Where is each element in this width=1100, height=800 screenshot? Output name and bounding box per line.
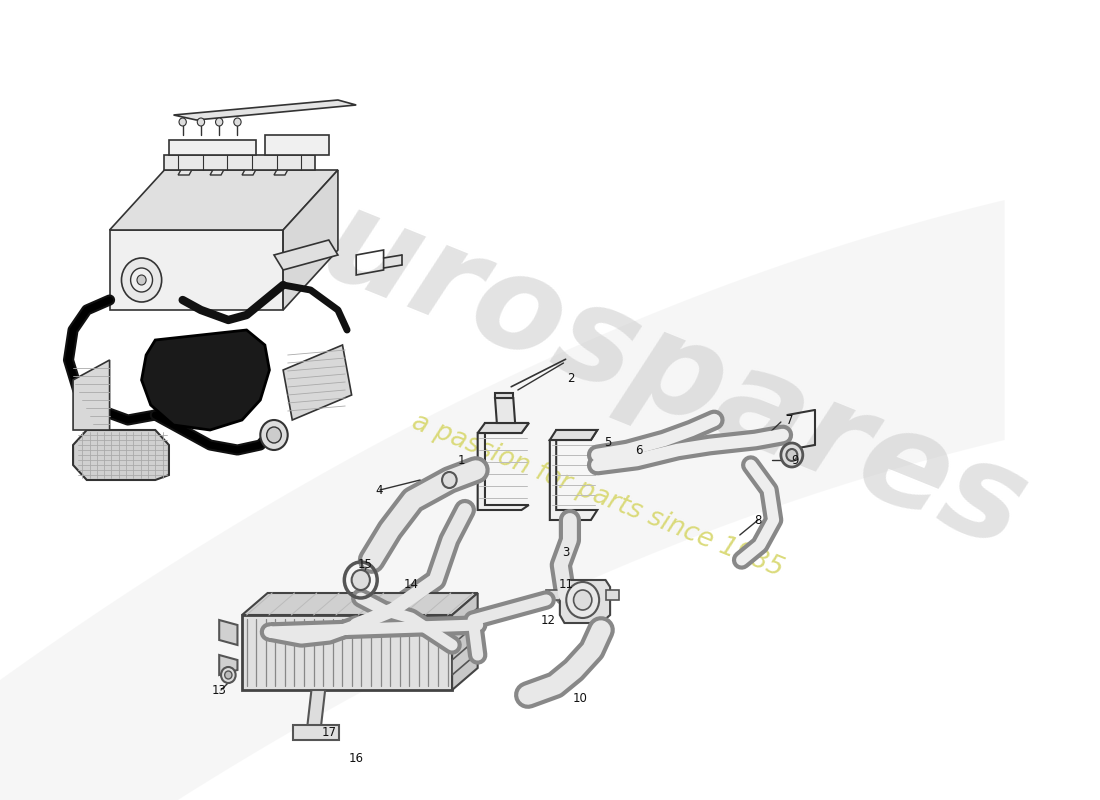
Polygon shape bbox=[73, 430, 169, 480]
Circle shape bbox=[224, 671, 232, 679]
Text: 4: 4 bbox=[375, 483, 383, 497]
Polygon shape bbox=[550, 430, 597, 440]
Polygon shape bbox=[452, 593, 477, 690]
Polygon shape bbox=[477, 423, 529, 510]
Text: 9: 9 bbox=[791, 454, 799, 466]
Circle shape bbox=[121, 258, 162, 302]
Polygon shape bbox=[605, 590, 619, 600]
Text: 15: 15 bbox=[358, 558, 373, 571]
Polygon shape bbox=[274, 165, 290, 175]
Text: 13: 13 bbox=[212, 683, 227, 697]
Circle shape bbox=[261, 420, 288, 450]
Polygon shape bbox=[142, 330, 270, 430]
Polygon shape bbox=[251, 158, 266, 168]
Circle shape bbox=[197, 118, 205, 126]
Circle shape bbox=[216, 118, 223, 126]
Circle shape bbox=[234, 118, 241, 126]
Text: 8: 8 bbox=[755, 514, 761, 526]
Text: eurospares: eurospares bbox=[222, 145, 1044, 575]
Polygon shape bbox=[452, 638, 477, 675]
PathPatch shape bbox=[0, 200, 1004, 800]
Text: 11: 11 bbox=[559, 578, 574, 591]
Circle shape bbox=[442, 472, 456, 488]
Polygon shape bbox=[294, 725, 339, 740]
Text: 3: 3 bbox=[562, 546, 570, 559]
Circle shape bbox=[566, 582, 600, 618]
Polygon shape bbox=[210, 165, 227, 175]
Circle shape bbox=[179, 118, 186, 126]
Polygon shape bbox=[110, 170, 338, 230]
Polygon shape bbox=[219, 655, 238, 675]
Polygon shape bbox=[187, 158, 202, 168]
Polygon shape bbox=[242, 615, 452, 690]
Circle shape bbox=[131, 268, 153, 292]
Text: 17: 17 bbox=[321, 726, 337, 738]
Text: 2: 2 bbox=[568, 371, 574, 385]
Text: 10: 10 bbox=[572, 691, 587, 705]
Polygon shape bbox=[283, 170, 338, 310]
Text: 14: 14 bbox=[404, 578, 418, 591]
Polygon shape bbox=[452, 608, 477, 645]
Text: 6: 6 bbox=[636, 443, 644, 457]
Text: a passion for parts since 1985: a passion for parts since 1985 bbox=[408, 410, 788, 582]
Text: 16: 16 bbox=[349, 751, 364, 765]
Circle shape bbox=[573, 590, 592, 610]
Text: 7: 7 bbox=[786, 414, 794, 426]
Polygon shape bbox=[110, 230, 283, 310]
Text: 1: 1 bbox=[458, 454, 465, 466]
Polygon shape bbox=[560, 580, 610, 623]
Circle shape bbox=[266, 427, 282, 443]
Circle shape bbox=[352, 570, 370, 590]
Polygon shape bbox=[178, 165, 195, 175]
Polygon shape bbox=[477, 423, 529, 433]
Polygon shape bbox=[164, 155, 315, 170]
Circle shape bbox=[786, 449, 798, 461]
Polygon shape bbox=[495, 393, 514, 398]
Polygon shape bbox=[550, 430, 597, 520]
Circle shape bbox=[221, 667, 235, 683]
Polygon shape bbox=[174, 100, 356, 120]
Polygon shape bbox=[219, 158, 234, 168]
Circle shape bbox=[138, 275, 146, 285]
Polygon shape bbox=[274, 240, 338, 270]
Polygon shape bbox=[242, 593, 477, 615]
Polygon shape bbox=[242, 165, 258, 175]
Polygon shape bbox=[265, 135, 329, 155]
Text: 12: 12 bbox=[540, 614, 556, 626]
Polygon shape bbox=[219, 620, 238, 645]
Polygon shape bbox=[283, 345, 352, 420]
Text: 5: 5 bbox=[604, 437, 611, 450]
Polygon shape bbox=[169, 140, 255, 155]
Polygon shape bbox=[547, 590, 560, 600]
Polygon shape bbox=[495, 398, 515, 423]
Circle shape bbox=[781, 443, 803, 467]
Polygon shape bbox=[283, 158, 299, 168]
Polygon shape bbox=[73, 360, 110, 430]
Polygon shape bbox=[307, 690, 326, 730]
